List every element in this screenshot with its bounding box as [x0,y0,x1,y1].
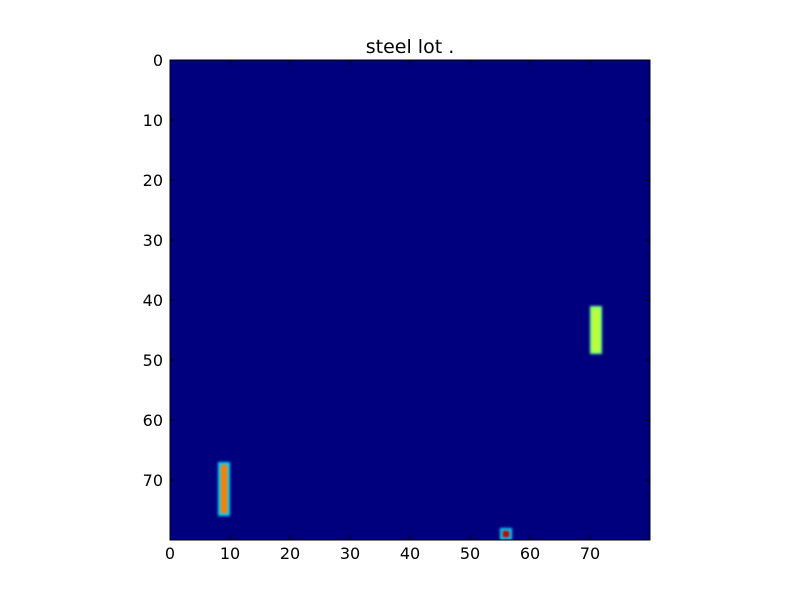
y-tick-label: 60 [143,411,163,430]
y-axis-ticks: 0 10 20 30 40 50 60 70 [143,51,650,490]
x-tick-label: 30 [340,544,360,563]
x-tick-label: 20 [280,544,300,563]
x-tick-label: 70 [580,544,600,563]
heatmap-cells [218,306,602,540]
heatmap-background [170,60,650,540]
y-tick-label: 70 [143,471,163,490]
x-tick-label: 10 [220,544,240,563]
x-tick-label: 40 [400,544,420,563]
heatmap-blob-1 [218,462,230,516]
heatmap-blob-core [220,464,228,514]
y-tick-label: 20 [143,171,163,190]
x-axis-ticks: 0 10 20 30 40 50 60 70 [165,60,600,563]
y-tick-label: 30 [143,231,163,250]
x-tick-label: 50 [460,544,480,563]
x-tick-label: 60 [520,544,540,563]
y-tick-label: 10 [143,111,163,130]
x-tick-label: 0 [165,544,175,563]
heatmap-blob-core [502,530,510,538]
heatmap-blob-core [592,308,600,352]
y-tick-label: 50 [143,351,163,370]
y-tick-label: 0 [153,51,163,70]
heatmap-blob-3 [500,528,512,540]
heatmap-blob-2 [590,306,602,354]
chart-title: steel lot . [366,36,454,58]
plot-area-group [169,59,651,541]
y-tick-label: 40 [143,291,163,310]
